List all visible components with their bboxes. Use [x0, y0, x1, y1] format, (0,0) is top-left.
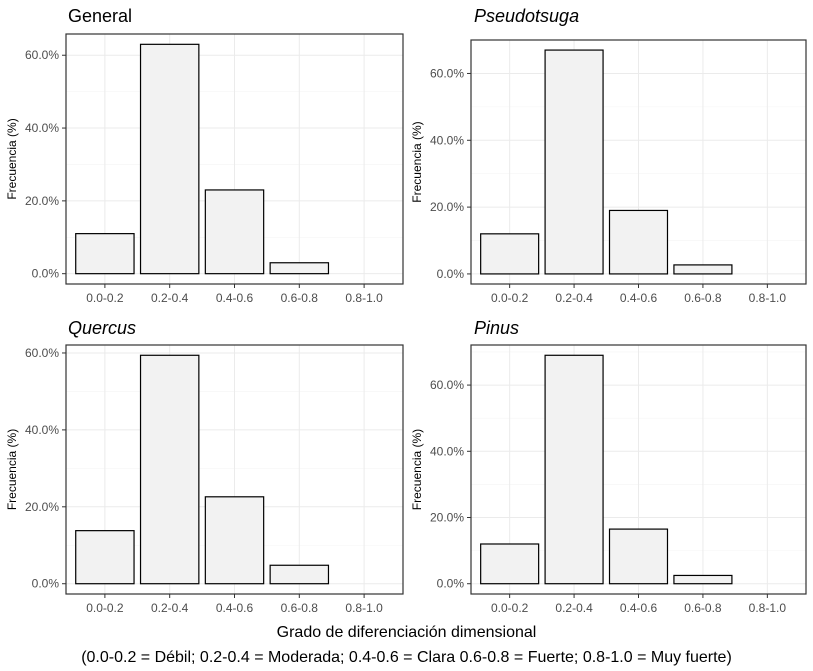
x-tick-label: 0.4-0.6	[216, 601, 254, 615]
y-tick-label: 40.0%	[430, 133, 464, 147]
x-tick-label: 0.4-0.6	[620, 601, 658, 615]
y-axis-title: Frecuencia (%)	[410, 121, 424, 202]
x-tick-label: 0.8-1.0	[749, 291, 787, 305]
y-tick-label: 20.0%	[25, 194, 59, 208]
x-tick-label: 0.6-0.8	[281, 291, 319, 305]
y-tick-label: 20.0%	[25, 500, 59, 514]
y-tick-label: 40.0%	[25, 423, 59, 437]
y-tick-label: 0.0%	[32, 267, 60, 281]
x-tick-label: 0.4-0.6	[216, 291, 254, 305]
bar-pinus-0.6-0.8	[673, 574, 733, 585]
bar-quercus-0.2-0.4	[139, 354, 200, 585]
bar-quercus-0.6-0.8	[269, 564, 330, 585]
y-axis-title: Frecuencia (%)	[5, 118, 19, 199]
y-tick-label: 20.0%	[430, 511, 464, 525]
x-tick-label: 0.2-0.4	[151, 291, 189, 305]
x-tick-label: 0.8-1.0	[749, 601, 787, 615]
y-tick-label: 0.0%	[437, 267, 465, 281]
bar-pseudotsuga-0.6-0.8	[673, 264, 733, 275]
x-tick-label: 0.4-0.6	[620, 291, 658, 305]
x-axis-title: Grado de diferenciación dimensional	[276, 624, 537, 641]
panel-title-general: General	[68, 6, 133, 26]
panel-title-pseudotsuga: Pseudotsuga	[474, 6, 580, 26]
y-tick-label: 20.0%	[430, 200, 464, 214]
bar-general-0.4-0.6	[204, 189, 265, 275]
x-tick-label: 0.8-1.0	[345, 291, 383, 305]
bar-quercus-0.0-0.2	[75, 530, 135, 585]
x-tick-label: 0.0-0.2	[491, 601, 529, 615]
x-tick-label: 0.8-1.0	[345, 601, 383, 615]
bar-pseudotsuga-0.0-0.2	[480, 233, 540, 275]
category-legend-caption: (0.0-0.2 = Débil; 0.2-0.4 = Moderada; 0.…	[81, 649, 732, 666]
panel-title-pinus: Pinus	[474, 318, 520, 338]
y-tick-label: 40.0%	[430, 444, 464, 458]
bar-quercus-0.4-0.6	[204, 496, 265, 585]
x-tick-label: 0.6-0.8	[684, 291, 722, 305]
x-tick-label: 0.0-0.2	[491, 291, 529, 305]
x-tick-label: 0.6-0.8	[684, 601, 722, 615]
y-tick-label: 60.0%	[25, 48, 59, 62]
x-tick-label: 0.2-0.4	[555, 291, 593, 305]
bar-general-0.6-0.8	[269, 262, 330, 275]
y-tick-label: 60.0%	[25, 346, 59, 360]
bar-pinus-0.4-0.6	[608, 528, 669, 585]
x-tick-label: 0.0-0.2	[86, 601, 124, 615]
x-tick-label: 0.0-0.2	[86, 291, 124, 305]
bar-pinus-0.2-0.4	[544, 354, 604, 585]
y-tick-label: 60.0%	[430, 378, 464, 392]
y-axis-title: Frecuencia (%)	[5, 429, 19, 510]
x-tick-label: 0.6-0.8	[281, 601, 319, 615]
bar-pinus-0.0-0.2	[480, 543, 540, 585]
y-tick-label: 0.0%	[32, 577, 60, 591]
bar-general-0.2-0.4	[139, 43, 200, 275]
bar-general-0.0-0.2	[75, 233, 135, 275]
y-tick-label: 0.0%	[437, 577, 465, 591]
y-axis-title: Frecuencia (%)	[410, 429, 424, 510]
y-tick-label: 40.0%	[25, 121, 59, 135]
y-tick-label: 60.0%	[430, 66, 464, 80]
bar-pseudotsuga-0.2-0.4	[544, 49, 604, 275]
x-tick-label: 0.2-0.4	[151, 601, 189, 615]
x-tick-label: 0.2-0.4	[555, 601, 593, 615]
bar-pseudotsuga-0.4-0.6	[608, 209, 669, 275]
panel-title-quercus: Quercus	[68, 318, 137, 338]
